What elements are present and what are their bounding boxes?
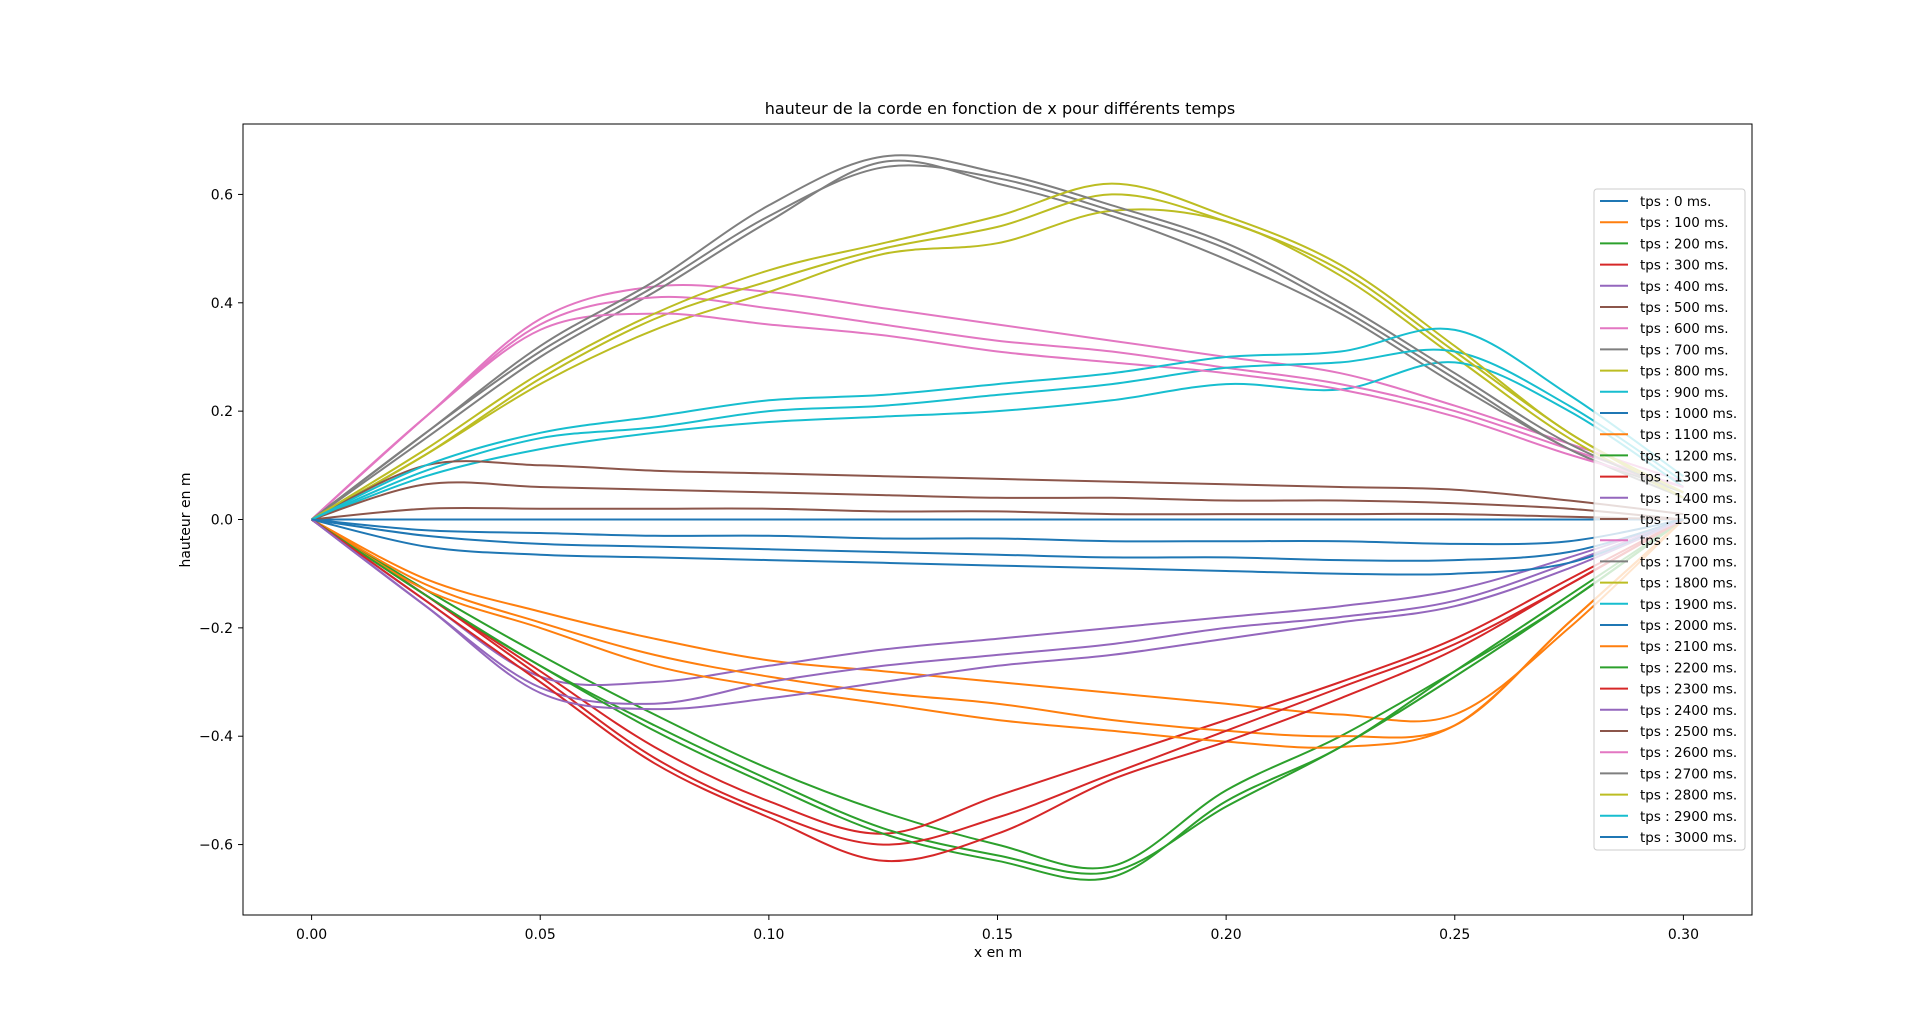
- series-line-1: [311, 518, 1685, 723]
- series-line-15: [311, 481, 1684, 521]
- x-axis-label: x en m: [974, 945, 1022, 961]
- y-tick-label: 0.6: [211, 187, 233, 203]
- legend-entry: tps : 700 ms.: [1640, 342, 1729, 358]
- legend-entry: tps : 500 ms.: [1640, 300, 1729, 316]
- x-tick-label: 0.15: [982, 927, 1013, 943]
- y-axis-label: hauteur en m: [178, 472, 194, 567]
- legend: tps : 0 ms. tps : 100 ms. tps : 200 ms. tps…: [1593, 188, 1746, 851]
- legend-entry: tps : 3000 ms.: [1640, 830, 1737, 846]
- legend-entry: tps : 1300 ms.: [1640, 470, 1737, 486]
- series-line-28: [311, 182, 1684, 521]
- legend-entry: tps : 1500 ms.: [1640, 512, 1737, 528]
- series-line-9: [311, 361, 1684, 521]
- series-line-29: [311, 327, 1684, 521]
- y-tick-label: −0.4: [199, 729, 233, 745]
- x-axis: 0.00 0.05 0.10 0.15 0.20 0.25 0.30: [296, 915, 1699, 943]
- legend-entry: tps : 600 ms.: [1640, 321, 1729, 337]
- series-line-6: [310, 283, 1684, 521]
- legend-entry: tps : 2100 ms.: [1640, 639, 1737, 655]
- y-tick-label: 0.0: [211, 513, 233, 529]
- legend-entry: tps : 800 ms.: [1640, 364, 1729, 380]
- legend-box: [1593, 188, 1746, 851]
- series-line-25: [311, 460, 1684, 521]
- series-line-10: [311, 518, 1684, 562]
- series-line-17: [310, 164, 1684, 521]
- series-line-24: [310, 518, 1684, 711]
- series-line-20: [311, 518, 1684, 576]
- series-line-30: [311, 518, 1684, 546]
- y-axis: −0.6 −0.4 −0.2 0.0 0.2 0.4 0.6: [199, 187, 243, 854]
- legend-entry: tps : 2200 ms.: [1640, 660, 1737, 676]
- x-tick-label: 0.10: [753, 927, 784, 943]
- series-line-26: [310, 312, 1684, 521]
- series-line-27: [310, 154, 1684, 521]
- legend-entry: tps : 100 ms.: [1640, 215, 1729, 231]
- legend-entry: tps : 1200 ms.: [1640, 448, 1737, 464]
- legend-entry: tps : 2300 ms.: [1640, 682, 1737, 698]
- series-line-13: [311, 518, 1684, 846]
- series-line-7: [311, 159, 1684, 521]
- series-line-5: [311, 506, 1684, 521]
- chart-title: hauteur de la corde en fonction de x pou…: [765, 99, 1236, 118]
- x-tick-label: 0.20: [1211, 927, 1242, 943]
- y-tick-label: −0.2: [199, 621, 233, 637]
- legend-entry: tps : 2700 ms.: [1640, 766, 1737, 782]
- series-line-21: [311, 518, 1685, 749]
- legend-entry: tps : 2600 ms.: [1640, 745, 1737, 761]
- x-tick-label: 0.00: [296, 927, 327, 943]
- legend-entry: tps : 2400 ms.: [1640, 703, 1737, 719]
- legend-entry: tps : 300 ms.: [1640, 258, 1729, 274]
- x-tick-label: 0.30: [1668, 927, 1699, 943]
- legend-entry: tps : 2000 ms.: [1640, 618, 1737, 634]
- legend-entry: tps : 400 ms.: [1640, 279, 1729, 295]
- y-tick-label: −0.6: [199, 838, 233, 854]
- series-line-19: [311, 348, 1684, 521]
- legend-entry: tps : 1100 ms.: [1640, 427, 1737, 443]
- series-line-22: [311, 518, 1684, 881]
- y-tick-label: 0.4: [211, 296, 233, 312]
- series-line-14: [310, 518, 1684, 705]
- series-line-16: [310, 295, 1684, 521]
- legend-entry: tps : 1600 ms.: [1640, 533, 1737, 549]
- legend-entry: tps : 1700 ms.: [1640, 554, 1737, 570]
- legend-entry: tps : 200 ms.: [1640, 236, 1729, 252]
- series-group: [310, 154, 1685, 881]
- legend-entry: tps : 0 ms.: [1640, 194, 1711, 210]
- legend-entry: tps : 2900 ms.: [1640, 809, 1737, 825]
- legend-entry: tps : 1800 ms.: [1640, 576, 1737, 592]
- legend-entry: tps : 900 ms.: [1640, 385, 1729, 401]
- legend-entry: tps : 2500 ms.: [1640, 724, 1737, 740]
- legend-entry: tps : 1900 ms.: [1640, 597, 1737, 613]
- x-tick-label: 0.05: [525, 927, 556, 943]
- series-line-4: [311, 518, 1684, 687]
- series-line-3: [311, 518, 1684, 835]
- series-line-8: [311, 208, 1684, 521]
- legend-entry: tps : 1400 ms.: [1640, 491, 1737, 507]
- y-tick-label: 0.2: [211, 404, 233, 420]
- series-line-23: [311, 518, 1684, 863]
- legend-entry: tps : 1000 ms.: [1640, 406, 1737, 422]
- x-tick-label: 0.25: [1439, 927, 1470, 943]
- legend-entry: tps : 2800 ms.: [1640, 788, 1737, 804]
